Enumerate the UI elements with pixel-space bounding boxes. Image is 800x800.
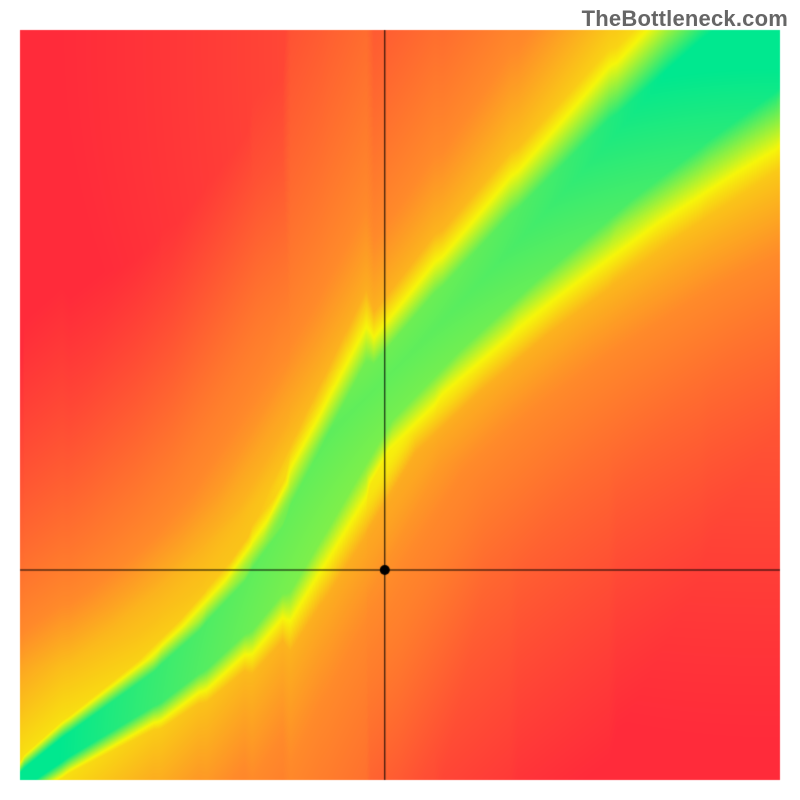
chart-container: TheBottleneck.com <box>0 0 800 800</box>
watermark-text: TheBottleneck.com <box>582 6 788 32</box>
heatmap-canvas <box>0 0 800 800</box>
